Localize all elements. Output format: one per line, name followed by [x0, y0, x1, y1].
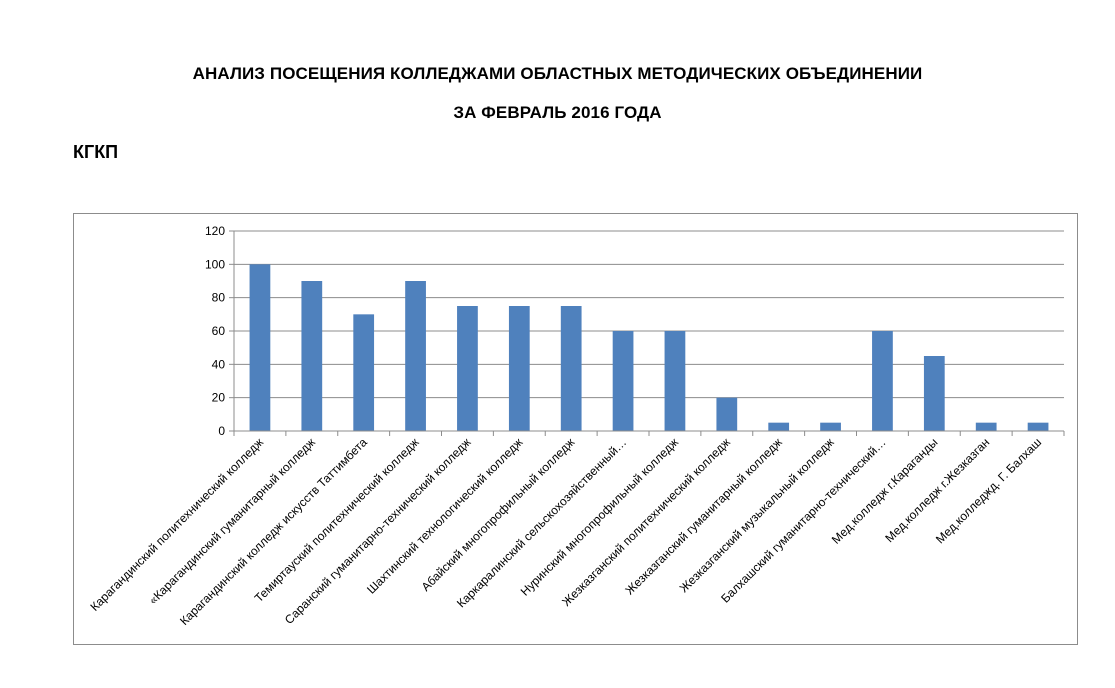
axes	[233, 231, 1065, 436]
bar	[872, 331, 893, 431]
bar	[405, 281, 426, 431]
y-tick-label: 80	[212, 291, 226, 305]
bar	[457, 306, 478, 431]
x-axis-labels: Карагандинский политехнический колледж«К…	[87, 435, 1044, 628]
x-tick-label: Карагандинский политехнический колледж	[87, 435, 266, 614]
bars	[249, 264, 1049, 431]
chart-title-line-1: АНАЛИЗ ПОСЕЩЕНИЯ КОЛЛЕДЖАМИ ОБЛАСТНЫХ МЕ…	[192, 64, 923, 83]
bar	[664, 331, 686, 431]
chart-subtitle: КГКП	[73, 142, 119, 162]
bar-chart: 0 20 40 60 80 100 120 Карагандинский политехни…	[87, 224, 1065, 628]
y-tick-label: 60	[212, 324, 226, 338]
y-tick-label: 120	[205, 224, 225, 238]
bar	[923, 356, 945, 431]
bar	[560, 306, 582, 431]
y-tick-label: 100	[205, 257, 225, 271]
y-tick-label: 40	[212, 357, 226, 371]
bar	[975, 422, 997, 431]
bar	[353, 314, 375, 431]
bar	[820, 422, 841, 431]
bar	[768, 422, 790, 431]
chart-area: 0 20 40 60 80 100 120 Карагандинский политехни…	[73, 213, 1078, 645]
chart-title-line-2: ЗА ФЕВРАЛЬ 2016 ГОДА	[453, 103, 662, 122]
bar	[301, 281, 323, 431]
x-tick-label: Саранский гуманитарно-технический коллед…	[282, 435, 474, 627]
bar	[249, 264, 271, 431]
bar	[716, 397, 738, 431]
x-tick-label: Мед.колледж г.Жезказган	[882, 435, 992, 545]
x-tick-label: Карагандинский колледж искусств Таттимбе…	[177, 435, 370, 628]
y-axis-ticks: 0 20 40 60 80 100 120	[205, 224, 234, 438]
x-tick-label: Мед.колледж г.Караганды	[829, 435, 941, 547]
bar	[612, 331, 634, 431]
x-tick-label: Мед.колледжд. Г. Балхаш	[933, 435, 1044, 546]
y-tick-label: 0	[218, 424, 225, 438]
bar	[1027, 422, 1049, 431]
y-tick-label: 20	[212, 391, 226, 405]
bar	[508, 306, 530, 431]
